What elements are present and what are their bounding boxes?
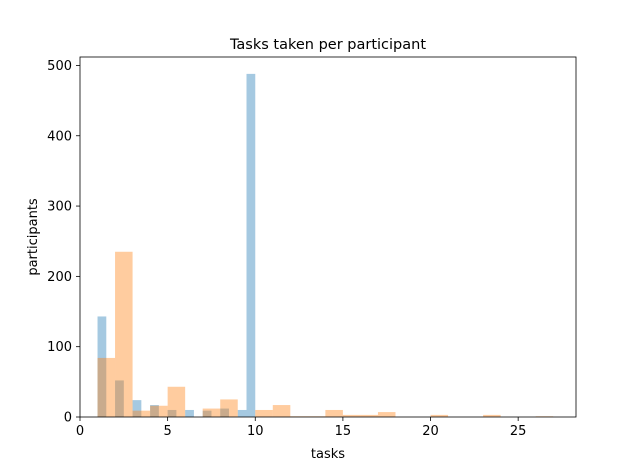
x-axis-label: tasks [311,447,345,462]
y-axis-label: participants [26,198,41,276]
histogram-bar-series-2-bin-7 [202,408,221,417]
histogram-bar-series-2-bin-16 [360,414,378,417]
histogram-bar-series-2-bin-15 [342,414,361,417]
histogram-bar-series-1-bin-13 [202,410,212,417]
histogram-bar-series-2-bin-20 [430,414,449,417]
plot-area [80,57,576,417]
y-tick-label: 400 [47,129,72,144]
y-ticks: 0 100 200 300 400 500 [47,59,80,426]
x-ticks: 0 5 10 15 20 25 [76,417,527,439]
histogram-bar-series-1-bin-7 [150,405,159,417]
histogram-bar-series-2-bin-11 [272,405,291,417]
plot-frame [79,56,577,418]
histogram-bar-series-1-bin-17 [237,409,247,417]
x-tick-label: 15 [335,424,352,439]
histogram-bar-series-1-bin-18 [246,73,256,417]
y-tick-label: 100 [47,340,72,355]
histogram-bar-series-2-bin-1 [97,357,116,417]
x-tick-label: 10 [247,424,264,439]
y-tick-label: 200 [47,270,72,285]
histogram-bar-series-1-bin-1 [97,316,107,417]
histogram-bar-series-2-bin-10 [255,409,273,417]
x-tick-label: 25 [510,424,527,439]
x-tick-label: 20 [422,424,439,439]
histogram-bar-series-2-bin-23 [483,414,501,417]
histogram-bar-series-2-bin-4 [150,405,168,417]
y-tick-label: 0 [64,411,72,426]
histogram-bar-series-1-bin-11 [185,409,194,417]
chart-title: Tasks taken per participant [229,37,426,53]
histogram-bar-series-2-bin-2 [115,251,133,417]
histogram-bar-series-2-bin-8 [220,399,238,417]
x-tick-label: 0 [76,424,84,439]
histogram-bar-series-1-bin-5 [132,400,142,417]
histogram-bar-series-2-bin-5 [167,386,186,417]
histogram-bar-series-1-bin-3 [115,380,124,417]
y-tick-label: 500 [47,59,72,74]
x-tick-label: 5 [163,424,171,439]
bars-group [97,73,554,417]
histogram-bar-series-2-bin-14 [325,409,343,417]
histogram-bar-series-2-bin-3 [132,410,151,417]
y-tick-label: 300 [47,200,72,215]
histogram-bar-series-2-bin-17 [377,412,396,417]
histogram-bar-series-1-bin-15 [220,408,229,417]
histogram-bar-series-1-bin-9 [167,409,177,417]
